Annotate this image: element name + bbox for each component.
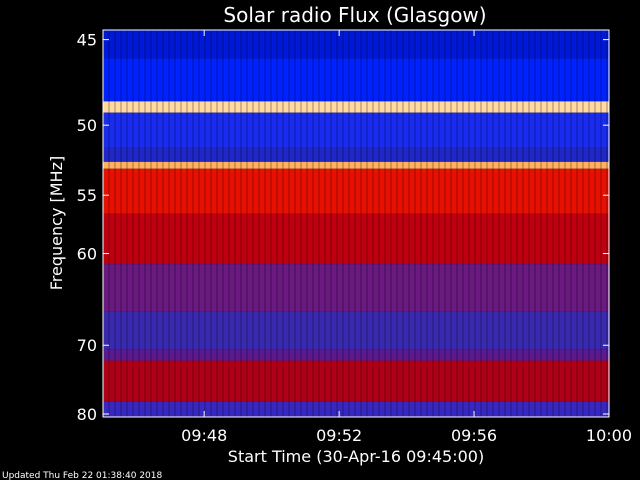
spectrogram-band-8 bbox=[103, 264, 609, 312]
chart-title: Solar radio Flux (Glasgow) bbox=[223, 3, 486, 27]
y-tick-label: 60 bbox=[77, 245, 97, 264]
spectrogram-band-7 bbox=[103, 213, 609, 265]
x-tick-label: 09:52 bbox=[316, 426, 362, 445]
spectrogram-band-1 bbox=[103, 58, 609, 102]
spectrogram-band-10 bbox=[103, 349, 609, 361]
x-axis-label: Start Time (30-Apr-16 09:45:00) bbox=[228, 447, 484, 466]
y-axis-label: Frequency [MHz] bbox=[47, 156, 66, 290]
x-tick-label: 09:48 bbox=[181, 426, 227, 445]
y-axis: 45 50 55 60 70 80 bbox=[77, 31, 609, 424]
spectrogram-band-3 bbox=[103, 112, 609, 148]
spectrogram-band-4 bbox=[103, 147, 609, 162]
y-tick-label: 70 bbox=[77, 336, 97, 355]
spectrogram-band-12 bbox=[103, 401, 609, 417]
y-tick-label: 45 bbox=[77, 31, 97, 50]
spectrogram-band-9 bbox=[103, 311, 609, 350]
spectrogram-band-2 bbox=[103, 101, 609, 113]
spectrogram-texture bbox=[102, 30, 608, 417]
y-tick-label: 55 bbox=[77, 186, 97, 205]
spectrogram-band-0 bbox=[103, 30, 609, 59]
x-tick-label: 09:56 bbox=[451, 426, 497, 445]
spectrogram-band-11 bbox=[103, 360, 609, 402]
x-tick-label: 10:00 bbox=[586, 426, 632, 445]
y-tick-label: 50 bbox=[77, 116, 97, 135]
plot-frame bbox=[102, 29, 610, 418]
spectrogram-band-5 bbox=[103, 161, 609, 169]
spectrogram-band-6 bbox=[103, 168, 609, 214]
updated-timestamp: Updated Thu Feb 22 01:38:40 2018 bbox=[2, 471, 163, 480]
y-tick-label: 80 bbox=[77, 405, 97, 424]
spectrogram-area bbox=[102, 30, 609, 417]
